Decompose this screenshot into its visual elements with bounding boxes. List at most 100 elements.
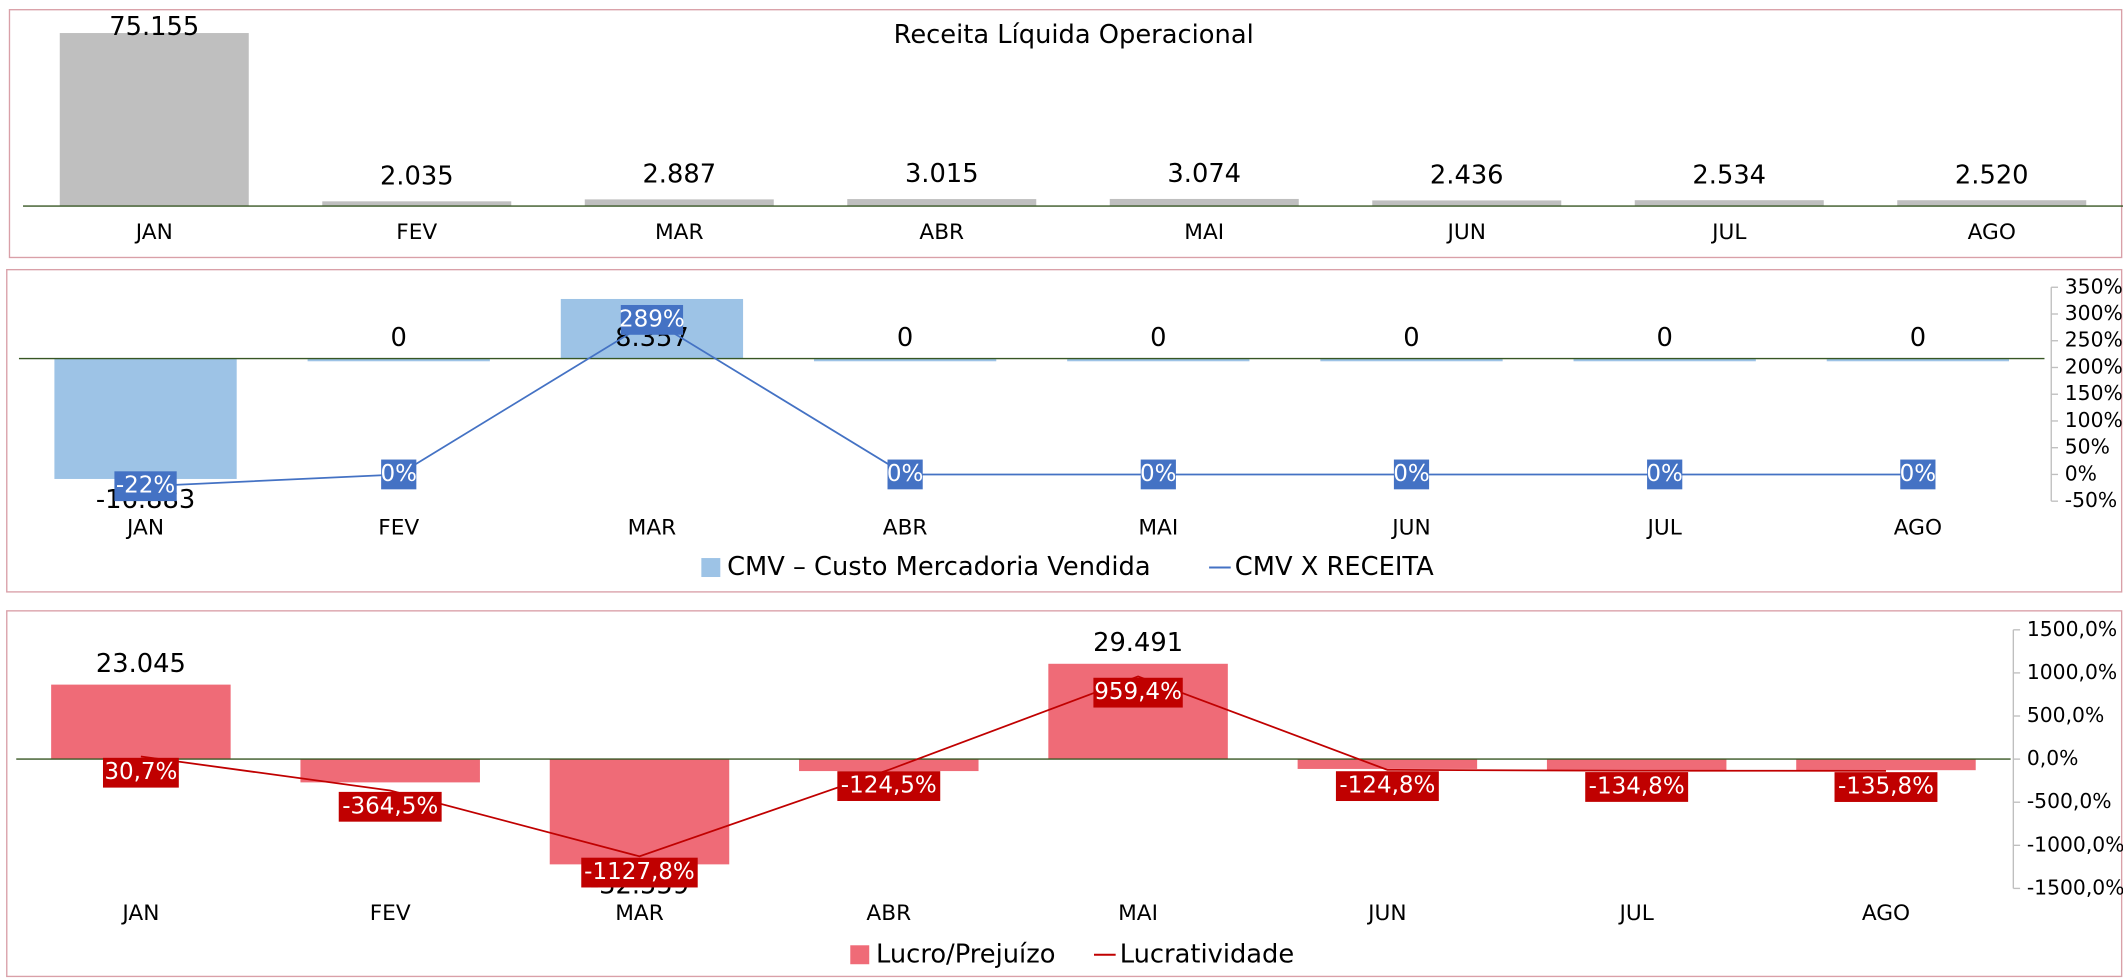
- x-tick-label: AGO: [1968, 220, 2016, 245]
- data-label: 0: [1403, 323, 1419, 353]
- legend-swatch: [701, 558, 721, 578]
- y2-tick-label: 50%: [2065, 435, 2110, 459]
- y2-tick-label: 300%: [2065, 301, 2123, 325]
- data-label: 29.491: [1093, 628, 1183, 658]
- data-label: -124,8%: [1339, 773, 1435, 799]
- bar: [1067, 358, 1250, 362]
- data-label: 2.520: [1955, 160, 2029, 190]
- data-label-box: [1335, 771, 1439, 802]
- data-label: 3.015: [905, 159, 979, 189]
- data-label: 289%: [619, 306, 685, 332]
- bar: [1546, 759, 1727, 771]
- data-label: 0%: [380, 461, 417, 487]
- bar: [813, 358, 997, 362]
- data-label: 2.035: [380, 161, 454, 191]
- x-tick-label: JUN: [1446, 220, 1486, 245]
- x-tick-label: JUN: [1390, 515, 1430, 540]
- x-tick-label: ABR: [866, 901, 911, 926]
- data-label: 0: [1150, 323, 1166, 353]
- x-tick-label: FEV: [396, 220, 437, 245]
- data-label-box: [1834, 772, 1938, 802]
- bar: [59, 33, 249, 207]
- x-tick-label: MAR: [615, 901, 664, 926]
- data-label: 959,4%: [1094, 679, 1182, 705]
- y2-tick-label: -50%: [2065, 488, 2117, 512]
- data-label-box: [1093, 677, 1183, 708]
- y2-tick-label: -500,0%: [2027, 789, 2112, 813]
- x-tick-label: MAR: [655, 220, 704, 245]
- data-label: 0%: [1393, 461, 1430, 487]
- data-label: 23.045: [96, 649, 186, 679]
- bar: [51, 684, 231, 760]
- data-label: 3.074: [1167, 159, 1241, 189]
- y2-tick-label: 0,0%: [2027, 746, 2079, 770]
- y2-tick-label: 1500,0%: [2027, 617, 2117, 641]
- data-label: 0: [1656, 323, 1672, 353]
- x-tick-label: JUL: [1618, 901, 1654, 926]
- bar: [847, 199, 1037, 207]
- x-tick-label: ABR: [883, 515, 928, 540]
- legend-label: Lucratividade: [1120, 939, 1294, 969]
- bar: [799, 759, 979, 772]
- x-tick-label: JAN: [125, 515, 164, 540]
- data-label-box: [1647, 459, 1683, 490]
- x-tick-label: MAI: [1138, 515, 1178, 540]
- data-label: -135,8%: [1838, 774, 1934, 800]
- bar: [1634, 200, 1824, 207]
- data-label: 2.534: [1692, 160, 1766, 190]
- y2-tick-label: 1000,0%: [2027, 660, 2117, 684]
- bar: [1320, 358, 1503, 362]
- data-label-box: [620, 304, 684, 335]
- data-label: -22%: [116, 473, 175, 499]
- data-label-box: [1585, 772, 1689, 802]
- y2-tick-label: -1500,0%: [2027, 875, 2123, 899]
- line: [145, 318, 1918, 488]
- data-label-box: [1393, 459, 1430, 490]
- data-label: 75.155: [109, 12, 199, 42]
- x-tick-label: AGO: [1894, 515, 1942, 540]
- data-label: 0%: [1646, 461, 1683, 487]
- data-label: -364,5%: [342, 793, 438, 819]
- bar: [1109, 198, 1299, 207]
- bar: [1796, 759, 1976, 771]
- data-label: 30,7%: [104, 759, 177, 785]
- data-label-box: [1900, 459, 1936, 490]
- chart-title: Receita Líquida Operacional: [894, 20, 1254, 50]
- x-tick-label: JUN: [1366, 901, 1406, 926]
- data-label: -1127,8%: [584, 859, 695, 885]
- bar: [1372, 200, 1562, 207]
- data-label: 0: [391, 323, 407, 353]
- data-label-box: [1140, 459, 1176, 490]
- x-tick-label: MAR: [628, 515, 677, 540]
- panel: [8, 9, 2123, 259]
- x-tick-label: ABR: [919, 220, 964, 245]
- data-label: 0%: [1900, 461, 1937, 487]
- x-tick-label: JAN: [120, 901, 159, 926]
- legend-label: CMV – Custo Mercadoria Vendida: [727, 552, 1151, 582]
- bar: [300, 759, 480, 783]
- data-label-box: [102, 757, 179, 788]
- bar: [322, 201, 512, 207]
- legend-label: Lucro/Prejuízo: [876, 939, 1055, 969]
- x-tick-label: FEV: [378, 515, 419, 540]
- x-tick-label: FEV: [370, 901, 411, 926]
- bar: [307, 358, 490, 362]
- data-label: 2.436: [1430, 161, 1504, 191]
- y2-tick-label: 200%: [2065, 354, 2123, 378]
- panel: [6, 268, 2123, 593]
- data-label-box: [381, 459, 417, 490]
- data-label: 0%: [1140, 461, 1177, 487]
- x-tick-label: MAI: [1118, 901, 1158, 926]
- bar: [54, 358, 237, 479]
- y2-tick-label: 150%: [2065, 381, 2123, 405]
- y2-tick-label: 500,0%: [2027, 703, 2104, 727]
- y2-tick-label: 350%: [2065, 274, 2123, 298]
- y2-tick-label: 250%: [2065, 328, 2123, 352]
- bar: [584, 199, 774, 207]
- legend-swatch: [850, 945, 870, 965]
- data-label: 0: [1910, 323, 1926, 353]
- data-label-box: [887, 459, 923, 490]
- bar: [1826, 358, 2010, 362]
- bar: [1297, 759, 1478, 769]
